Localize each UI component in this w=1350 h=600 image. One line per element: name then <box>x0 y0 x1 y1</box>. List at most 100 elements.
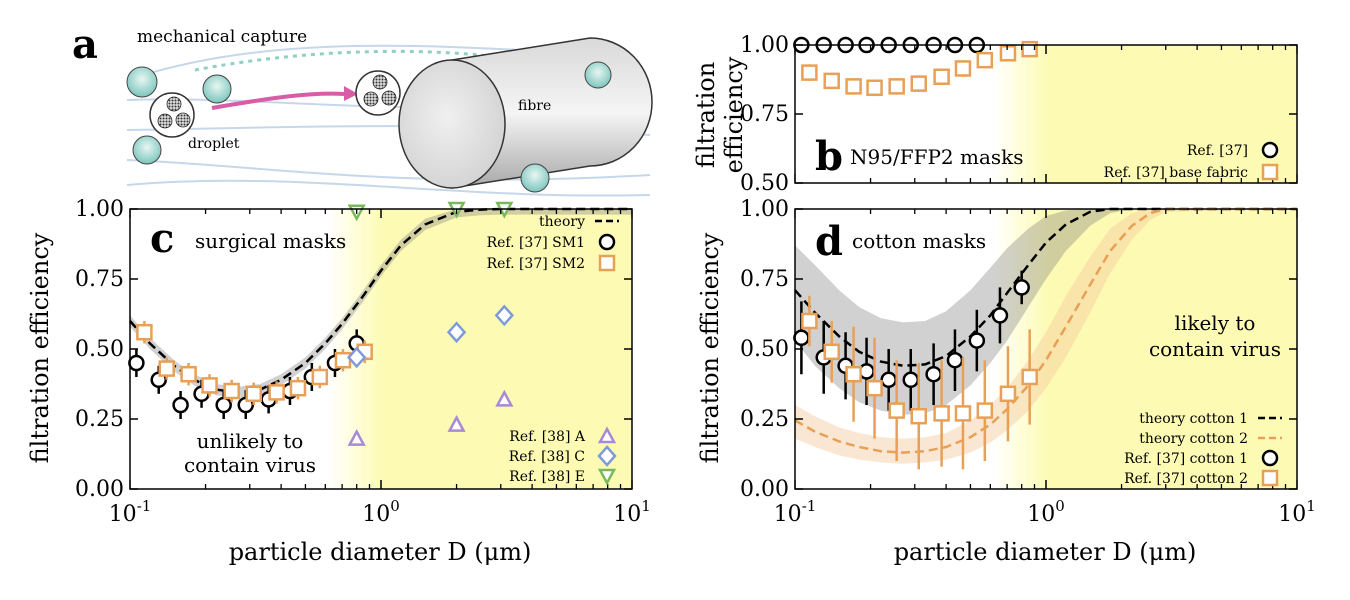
shade-fade <box>1021 209 1026 489</box>
data-point <box>823 343 840 361</box>
legend-swatch <box>597 468 617 486</box>
data-point <box>866 79 883 97</box>
data-point <box>902 371 920 389</box>
y-tick-label: 0.50 <box>75 337 124 362</box>
legend-d: theory cotton 1 theory cotton 2 Ref. [37] … <box>1124 411 1282 487</box>
x-tick-label: 100 <box>362 497 400 527</box>
theory-curve <box>794 207 1297 454</box>
droplet-icon <box>149 92 195 138</box>
data-point <box>447 414 466 432</box>
y-tick-label: 0.00 <box>75 477 124 502</box>
x-tick-label: 10-1 <box>774 497 817 527</box>
shade-fade <box>1001 209 1006 489</box>
legend-swatch <box>598 254 616 272</box>
panel-title-d: cotton masks <box>852 229 986 253</box>
capture-trajectory <box>194 49 591 74</box>
data-markers <box>793 270 1038 470</box>
shade-fade <box>1016 45 1021 183</box>
y-axis-label-d: filtration efficiency <box>696 232 724 463</box>
shade-fade <box>1001 45 1006 183</box>
legend-label: theory cotton 2 <box>1139 431 1248 447</box>
chart-panel-b: 0.50 0.75 1.00 b N95/FFP2 masks filtration… <box>692 33 1298 196</box>
data-point <box>866 379 883 397</box>
axes: 0.50 0.75 1.00 <box>740 33 1298 196</box>
data-markers <box>128 201 515 446</box>
particle-icon <box>584 61 612 89</box>
data-point <box>446 321 467 344</box>
fibre-label: fibre <box>518 98 551 114</box>
panel-label-a: a <box>72 21 98 68</box>
x-tick-label: 10-1 <box>109 497 152 527</box>
legend-swatch <box>597 445 617 467</box>
data-point <box>334 351 352 369</box>
data-point <box>289 379 307 397</box>
data-point <box>910 407 928 425</box>
shade-fade <box>1041 209 1046 489</box>
droplet-trajectory-arrow <box>211 91 346 110</box>
plot-shade <box>1046 45 1297 183</box>
legend-swatch <box>1261 163 1279 181</box>
data-point <box>968 332 986 349</box>
droplet-arrowhead <box>344 86 358 101</box>
data-point <box>172 396 189 414</box>
y-tick-label: 0.25 <box>75 407 124 432</box>
droplet-label: droplet <box>188 136 240 152</box>
legend-label: theory <box>539 214 585 230</box>
shade-fade <box>1031 45 1036 183</box>
data-point <box>1013 279 1030 296</box>
plot-shade <box>381 209 632 489</box>
data-point <box>991 307 1009 324</box>
legend-label: Ref. [37] cotton 1 <box>1124 451 1248 467</box>
shade-fade <box>1011 209 1016 489</box>
legend-b: Ref. [37] Ref. [37] base fabric <box>1104 141 1279 181</box>
annotation-likely-line1: likely to <box>1175 311 1256 335</box>
y-tick-label: 1.00 <box>740 197 789 222</box>
legend-label: theory cotton 1 <box>1139 411 1248 427</box>
data-point <box>223 382 240 400</box>
data-point <box>823 72 840 90</box>
y-tick-label: 1.00 <box>75 197 124 222</box>
data-point <box>347 428 366 446</box>
data-point <box>933 405 950 422</box>
data-point <box>801 64 818 81</box>
legend-c: theory Ref. [37] SM1 Ref. [37] SM2 Ref. [38… <box>487 214 619 486</box>
sketch-panel-a: a mechanical capture droplet fibre <box>72 21 653 197</box>
y-tick-label: 0.00 <box>740 477 789 502</box>
shade-fade <box>1016 209 1021 489</box>
data-point <box>1021 368 1038 386</box>
shade-fade <box>1036 45 1041 183</box>
data-point <box>999 385 1017 403</box>
data-point <box>158 360 175 377</box>
data-point <box>976 402 994 419</box>
data-point <box>180 365 197 383</box>
panel-label-b: b <box>815 133 843 180</box>
particle-icon <box>132 135 162 165</box>
y-tick-label: 0.75 <box>75 267 124 292</box>
particle-icon <box>126 66 158 98</box>
data-point <box>128 354 145 372</box>
x-tick-exponent: 0 <box>390 497 400 515</box>
x-axis-label-c: particle diameter D (μm) <box>229 538 532 566</box>
shade-fade <box>371 209 376 489</box>
data-point <box>888 402 905 419</box>
data-point <box>268 384 285 401</box>
x-tick-exponent: 1 <box>641 497 651 515</box>
theory-bands <box>996 45 1046 183</box>
legend-swatch <box>1261 469 1279 487</box>
shade-fade <box>336 209 341 489</box>
panel-label-d: d <box>815 218 843 265</box>
data-point <box>801 312 818 330</box>
annotation-likely-line2: contain virus <box>1149 337 1281 361</box>
x-tick-label: 101 <box>1278 497 1316 527</box>
legend-label: Ref. [37] SM2 <box>487 256 585 272</box>
x-tick-exponent: 0 <box>1055 497 1065 515</box>
legend-label: Ref. [37] base fabric <box>1104 165 1248 181</box>
x-tick-label: 101 <box>613 497 651 527</box>
legend-label: Ref. [38] A <box>509 429 586 445</box>
annotation-unlikely-line2: contain virus <box>184 453 316 477</box>
shade-fade <box>1041 45 1046 183</box>
y-tick-label: 0.50 <box>740 337 789 362</box>
data-point <box>793 329 810 347</box>
theory-band <box>795 209 1297 464</box>
